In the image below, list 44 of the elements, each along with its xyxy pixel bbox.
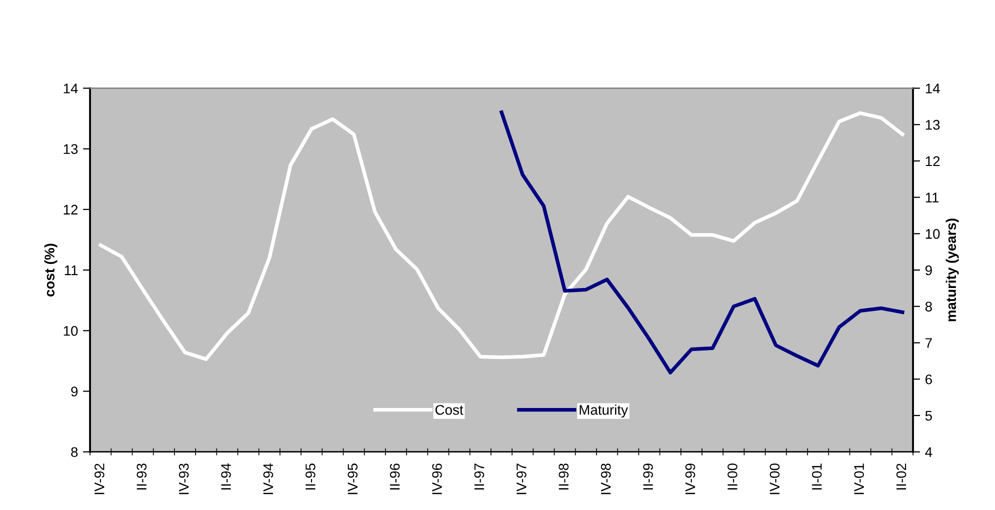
y-tick-label: 10: [64, 326, 78, 336]
y-tick-label: 14: [64, 84, 78, 94]
y2-tick-label: 13: [926, 120, 940, 130]
x-tick-label: IV-93: [178, 464, 189, 494]
y2-axis-title: maturity (years): [946, 218, 959, 322]
x-tick-label: II-98: [558, 464, 569, 490]
line-series: [500, 110, 904, 374]
y2-tick-label: 6: [926, 374, 932, 384]
legend-label: Maturity: [580, 404, 628, 418]
y-tick-label: 8: [71, 447, 78, 458]
y2-tick-label: 14: [926, 84, 940, 94]
x-tick-label: IV-01: [854, 464, 864, 494]
x-tick-label: IV-96: [432, 464, 442, 494]
x-tick-label: IV-95: [348, 464, 358, 494]
y-tick-label: 12: [64, 204, 78, 214]
x-tick-label: II-93: [136, 464, 147, 490]
y2-tick-label: 12: [926, 156, 940, 166]
y-tick-label: 11: [64, 266, 78, 276]
y2-tick-label: 4: [925, 447, 932, 457]
x-tick-label: IV-99: [685, 464, 696, 494]
x-tick-label: II-01: [812, 464, 822, 490]
y-tick-label: 13: [64, 144, 78, 154]
legend-label: Cost: [435, 404, 464, 415]
x-tick-label: II-02: [896, 464, 906, 490]
x-tick-label: IV-98: [600, 464, 611, 494]
y-tick-label: 9: [71, 386, 78, 396]
y2-tick-label: 11: [926, 192, 939, 202]
x-tick-label: IV-92: [94, 464, 104, 494]
y-axis-title: cost (%): [44, 244, 58, 297]
y2-tick-label: 8: [925, 302, 932, 312]
x-tick-label: II-97: [474, 464, 484, 490]
x-tick-label: II-95: [306, 464, 316, 490]
x-tick-label: II-99: [643, 464, 653, 490]
y2-tick-label: 5: [925, 410, 932, 421]
x-tick-label: II-00: [728, 464, 738, 490]
x-tick-label: IV-00: [770, 464, 780, 494]
x-tick-label: IV-94: [263, 463, 274, 494]
x-tick-label: II-96: [390, 464, 400, 490]
x-tick-label: IV-97: [516, 464, 526, 494]
line-series: [98, 111, 904, 361]
y2-tick-label: 9: [925, 265, 932, 276]
y2-tick-label: 10: [926, 229, 940, 239]
y2-tick-label: 7: [926, 338, 932, 348]
x-tick-label: II-94: [221, 463, 231, 490]
